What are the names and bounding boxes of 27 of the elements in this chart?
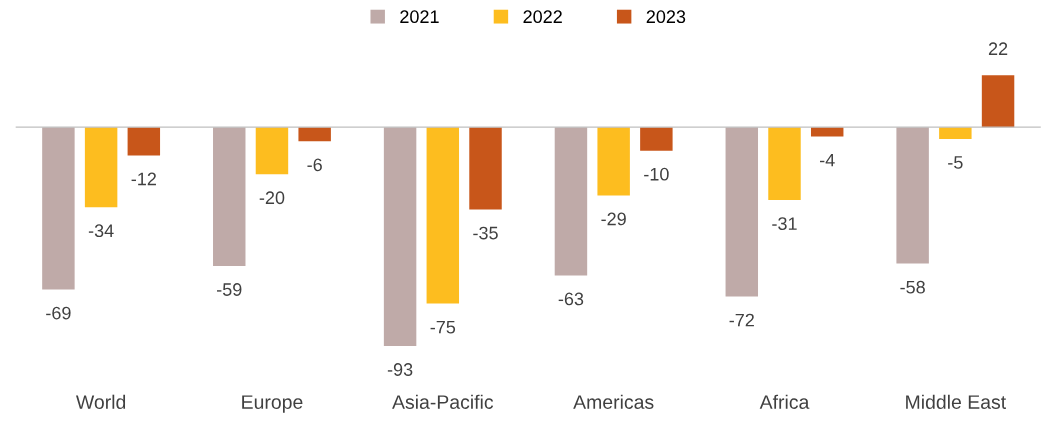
data-label: -93 [387,363,413,376]
data-label: -5 [948,156,963,169]
data-label: -34 [88,224,114,238]
data-label: -20 [259,191,285,205]
data-label: -12 [131,172,156,186]
data-label: -63 [558,292,584,306]
x-tick-label: World [75,394,126,409]
data-label: -31 [772,217,797,231]
x-tick-label: Africa [759,394,810,409]
data-label: -4 [819,153,835,167]
data-label: -69 [46,306,71,320]
data-label: -29 [601,212,626,226]
x-tick-label: Asia-Pacific [392,394,494,409]
legend-label: 2021 [400,10,439,24]
x-tick-label: Middle East [906,394,1006,409]
x-tick-label: Americas [573,394,654,409]
legend-label: 2022 [523,10,562,24]
data-label: -10 [644,167,669,181]
data-label: -6 [307,158,322,172]
data-label: 22 [988,42,1008,55]
data-label: -35 [473,226,498,240]
data-label: -72 [729,313,754,327]
data-label: -75 [430,320,456,334]
data-label: -59 [217,283,242,296]
legend-label: 2023 [646,10,686,24]
x-tick-label: Europe [242,395,303,413]
data-label: -58 [900,280,925,294]
